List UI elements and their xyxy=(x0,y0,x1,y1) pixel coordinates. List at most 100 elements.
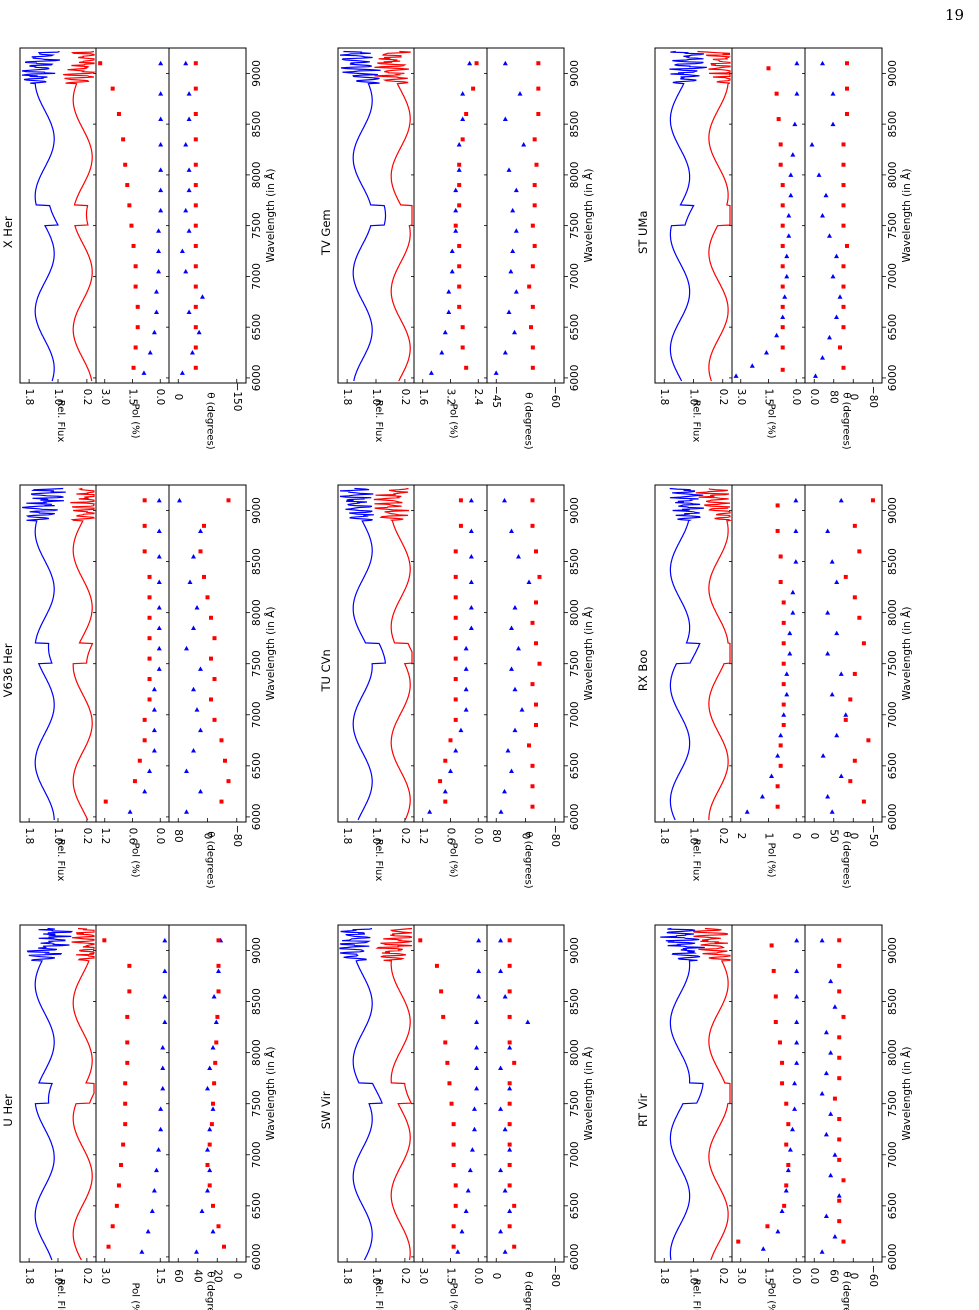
pol-point-red xyxy=(125,1040,129,1044)
pol-point-blue xyxy=(764,350,769,355)
pol-frame xyxy=(414,925,487,1262)
pol-point-red xyxy=(439,989,443,993)
theta-point-red xyxy=(217,938,221,942)
pol-point-red xyxy=(457,163,461,167)
theta-point-blue xyxy=(503,994,508,999)
pol-point-blue xyxy=(156,249,161,254)
pol-point-blue xyxy=(469,605,474,610)
theta-tick-label: 0 xyxy=(847,833,859,840)
x-tick-label: 7000 xyxy=(251,1141,263,1168)
x-tick-label: 6500 xyxy=(569,752,581,779)
pol-point-blue xyxy=(147,768,152,773)
theta-point-blue xyxy=(191,748,196,753)
theta-point-blue xyxy=(810,142,815,147)
x-tick-label: 7000 xyxy=(569,701,581,728)
pol-point-blue xyxy=(750,363,755,368)
flux-tick-label: 1.8 xyxy=(23,1268,35,1285)
pol-point-blue xyxy=(162,938,167,943)
theta-point-blue xyxy=(834,254,839,258)
pol-point-blue xyxy=(780,315,785,320)
star-name: ST UMa xyxy=(636,211,650,254)
pol-point-blue xyxy=(476,938,481,943)
flux-frame xyxy=(20,48,96,383)
panel-rt-vir: RT Vir6000650070007500800085009000Wavele… xyxy=(636,925,913,1310)
pol-point-red xyxy=(148,677,152,681)
theta-point-red xyxy=(842,224,846,228)
pol-point-red xyxy=(776,805,780,809)
panel-tv-gem: TV Gem 6000 6500 7000 7500 8000 8500 9000 Wavele… xyxy=(319,48,595,450)
pol-point-red xyxy=(767,66,771,70)
theta-frame xyxy=(487,925,564,1262)
pol-point-blue xyxy=(476,968,481,973)
theta-point-red xyxy=(837,1199,841,1203)
theta-point-blue xyxy=(177,498,182,503)
theta-point-blue xyxy=(832,1004,837,1009)
x-tick-label: 8000 xyxy=(251,1039,263,1066)
pol-point-blue xyxy=(156,228,161,233)
pol-point-red xyxy=(459,524,463,528)
theta-point-blue xyxy=(510,208,515,213)
pol-point-red xyxy=(119,1163,123,1167)
theta-tick-label: 0 xyxy=(808,833,820,840)
pol-point-blue xyxy=(474,1020,479,1025)
pol-point-red xyxy=(459,498,463,502)
theta-point-blue xyxy=(498,1065,503,1070)
theta-point-blue xyxy=(198,789,203,794)
theta-point-red xyxy=(837,989,841,993)
pol-point-blue xyxy=(790,152,795,157)
theta-point-blue xyxy=(509,528,514,533)
theta-point-red xyxy=(194,285,198,289)
x-tick-label: 7500 xyxy=(569,212,581,239)
theta-point-red xyxy=(223,759,227,763)
pol-point-blue xyxy=(157,666,162,671)
flux-series-blue xyxy=(340,489,385,821)
theta-point-blue xyxy=(828,979,833,984)
x-tick-label: 8000 xyxy=(251,162,263,189)
theta-point-red xyxy=(862,800,866,804)
pol-point-blue xyxy=(784,254,789,258)
pol-point-blue xyxy=(158,1127,163,1132)
pol-point-red xyxy=(136,325,140,329)
pol-point-red xyxy=(774,994,778,998)
pol-point-blue xyxy=(152,330,157,335)
theta-axis-label: θ (degrees) xyxy=(523,831,534,888)
pol-point-red xyxy=(98,61,102,65)
pol-point-blue xyxy=(467,61,472,66)
pol-axis-label: Pol (%) xyxy=(130,842,141,877)
pol-tick-label: 1.6 xyxy=(417,389,429,406)
theta-point-blue xyxy=(187,91,192,96)
pol-point-red xyxy=(457,264,461,268)
theta-point-red xyxy=(508,1102,512,1106)
pol-point-red xyxy=(454,616,458,620)
panel-rx-boo: RX Boo6000650070007500800085009000Wavele… xyxy=(636,485,913,889)
theta-point-red xyxy=(209,616,213,620)
x-tick-label: 7500 xyxy=(569,1090,581,1117)
flux-tick-label: 1.8 xyxy=(23,828,35,845)
pol-point-blue xyxy=(464,666,469,671)
x-axis-label: Wavelength (in Å) xyxy=(582,1047,595,1141)
theta-point-blue xyxy=(502,498,507,503)
pol-point-red xyxy=(454,1183,458,1187)
theta-point-blue xyxy=(514,289,519,294)
pol-point-red xyxy=(464,112,468,116)
theta-point-blue xyxy=(198,528,203,533)
theta-tick-label: −60 xyxy=(549,386,561,408)
theta-point-red xyxy=(508,1143,512,1147)
theta-tick-label: 0 xyxy=(202,833,214,840)
theta-point-red xyxy=(853,595,857,599)
theta-point-red xyxy=(512,1061,516,1065)
pol-point-red xyxy=(782,1204,786,1208)
flux-tick-label: 1.0 xyxy=(688,1268,700,1285)
pol-point-blue xyxy=(787,651,792,656)
pol-point-blue xyxy=(788,1147,793,1152)
flux-tick-label: 0.2 xyxy=(399,828,411,845)
theta-tick-label: 0 xyxy=(847,394,859,401)
panel-st-uma: ST UMa6000650070007500800085009000Wavele… xyxy=(636,48,913,450)
pol-point-red xyxy=(450,1102,454,1106)
pol-tick-label: 0.0 xyxy=(154,389,166,406)
theta-point-red xyxy=(837,964,841,968)
flux-axis-label: Rel. Flux xyxy=(691,839,702,882)
pol-point-red xyxy=(441,1015,445,1019)
pol-point-blue xyxy=(141,370,146,375)
theta-point-red xyxy=(857,549,861,553)
